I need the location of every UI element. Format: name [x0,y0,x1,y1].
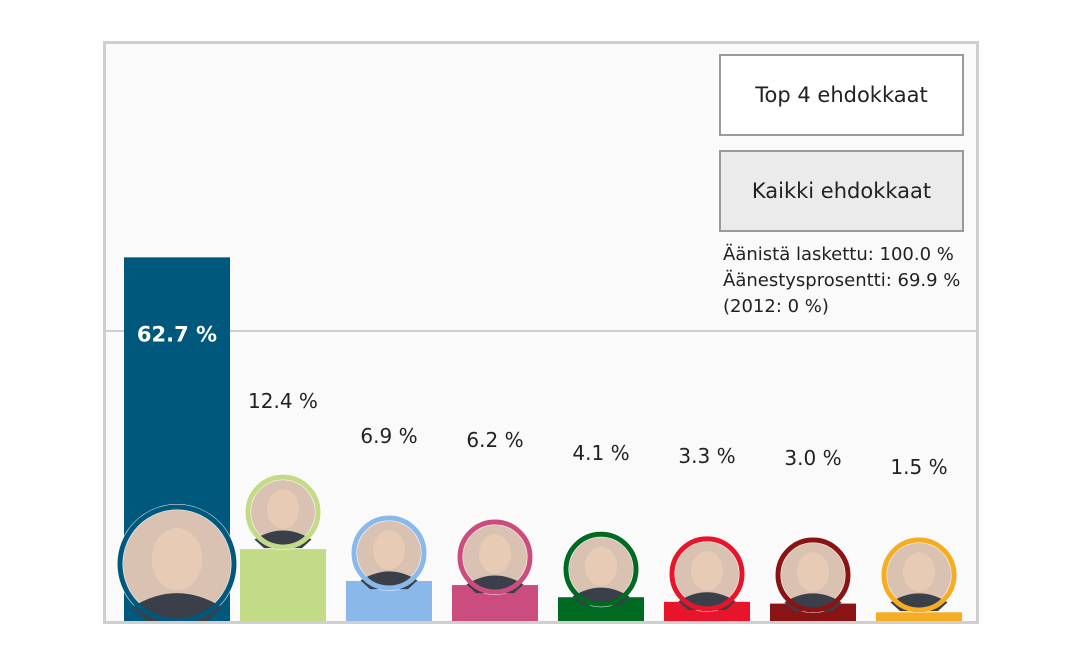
bar-5 [558,597,644,621]
candidate-avatar-3 [351,514,427,591]
value-label-5: 4.1 % [572,441,629,465]
candidate-avatar-5 [563,531,639,608]
candidate-avatar-6 [669,535,745,612]
value-label-7: 3.0 % [784,446,841,470]
value-label-2: 12.4 % [248,389,318,413]
candidate-avatar-2 [245,474,321,551]
value-label-4: 6.2 % [466,428,523,452]
bar-chart-svg: 62.7 % 12.4 % 6.9 % 6.2 % 4.1 % 3.3 % 3.0 % 1.5… [106,257,976,621]
bar-8 [876,612,962,621]
candidate-avatar-8 [881,537,957,613]
candidate-avatar-1 [117,504,237,621]
turnout-text: Äänestysprosentti: 69.9 % [723,270,961,291]
results-chart: 62.7 % 12.4 % 6.9 % 6.2 % 4.1 % 3.3 % 3.0 % 1.5… [103,41,979,624]
vote-stats: Äänistä laskettu: 100.0 % Äänestysprosen… [723,242,960,320]
candidate-avatar-4 [457,519,533,596]
value-label-1: 62.7 % [137,322,217,346]
previous-turnout-text: (2012: 0 %) [723,296,829,317]
votes-counted-text: Äänistä laskettu: 100.0 % [723,244,954,265]
bar-2 [240,549,326,621]
value-label-6: 3.3 % [678,444,735,468]
value-label-8: 1.5 % [890,455,947,479]
value-label-3: 6.9 % [360,424,417,448]
top4-candidates-button[interactable]: Top 4 ehdokkaat [719,54,964,136]
all-candidates-button[interactable]: Kaikki ehdokkaat [719,150,964,232]
candidate-avatar-7 [775,537,851,613]
